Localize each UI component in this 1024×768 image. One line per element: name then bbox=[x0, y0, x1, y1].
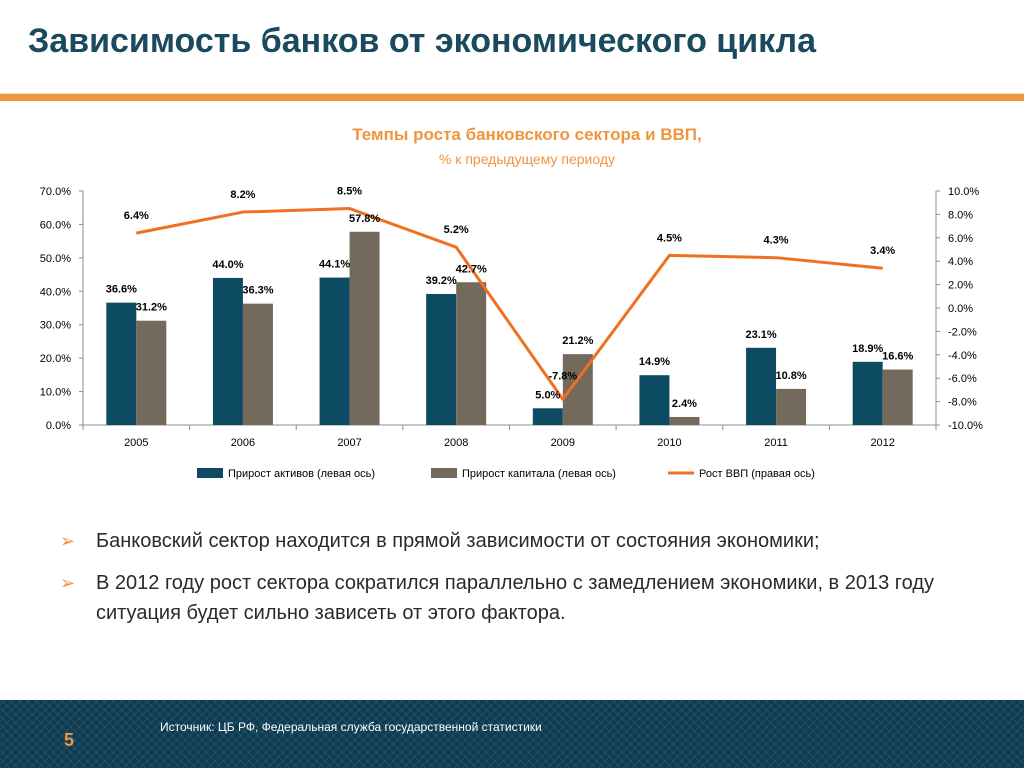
capital-data-label: 16.6% bbox=[882, 351, 913, 363]
capital-data-label: 2.4% bbox=[672, 398, 697, 410]
asset-data-label: 39.2% bbox=[426, 275, 457, 287]
right-tick-label: 0.0% bbox=[948, 303, 973, 315]
capital-data-label: 42.7% bbox=[456, 263, 487, 275]
right-tick-label: -10.0% bbox=[948, 420, 983, 432]
capital-growth-bar bbox=[456, 282, 487, 425]
legend-label: Прирост активов (левая ось) bbox=[228, 468, 375, 480]
source-note: Источник: ЦБ РФ, Федеральная служба госу… bbox=[160, 720, 542, 734]
left-tick-label: 0.0% bbox=[46, 420, 71, 432]
asset-growth-bar bbox=[532, 408, 563, 425]
bullet-list: ➢ Банковский сектор находится в прямой з… bbox=[60, 528, 990, 642]
slide-title: Зависимость банков от экономического цик… bbox=[28, 22, 817, 60]
chart-title: Темпы роста банковского сектора и ВВП, bbox=[352, 125, 702, 144]
right-tick-label: -6.0% bbox=[948, 373, 977, 385]
capital-data-label: 10.8% bbox=[775, 370, 806, 382]
x-tick-label: 2011 bbox=[764, 437, 788, 449]
asset-growth-bar bbox=[746, 347, 777, 425]
capital-growth-bar bbox=[669, 416, 700, 425]
left-tick-label: 40.0% bbox=[40, 286, 71, 298]
gdp-data-label: 6.4% bbox=[124, 210, 149, 222]
right-tick-label: -2.0% bbox=[948, 326, 977, 338]
x-tick-label: 2012 bbox=[870, 437, 894, 449]
capital-data-label: 31.2% bbox=[136, 302, 167, 314]
left-tick-label: 10.0% bbox=[40, 387, 71, 399]
left-tick-label: 30.0% bbox=[40, 320, 71, 332]
gdp-data-label: 3.4% bbox=[870, 245, 895, 257]
asset-growth-bar bbox=[212, 277, 243, 425]
right-tick-label: 2.0% bbox=[948, 280, 973, 292]
x-tick-label: 2009 bbox=[551, 437, 575, 449]
asset-growth-bar bbox=[426, 293, 457, 425]
asset-data-label: 44.0% bbox=[212, 259, 243, 271]
asset-data-label: 18.9% bbox=[852, 343, 883, 355]
asset-data-label: 14.9% bbox=[639, 356, 670, 368]
arrow-bullet-icon: ➢ bbox=[60, 531, 76, 551]
right-tick-label: 8.0% bbox=[948, 209, 973, 221]
left-tick-label: 20.0% bbox=[40, 353, 71, 365]
asset-data-label: 36.6% bbox=[106, 284, 137, 296]
legend-swatch bbox=[431, 468, 457, 478]
asset-growth-bar bbox=[319, 277, 350, 425]
gdp-data-label: -7.8% bbox=[548, 370, 577, 382]
gdp-growth-line bbox=[136, 207, 883, 401]
x-tick-label: 2007 bbox=[337, 437, 361, 449]
page-number: 5 bbox=[64, 730, 75, 750]
capital-growth-bar bbox=[136, 320, 167, 425]
capital-growth-bar bbox=[776, 388, 807, 425]
bullet-text: Банковский сектор находится в прямой зав… bbox=[96, 530, 820, 552]
title-divider bbox=[0, 94, 1024, 101]
left-tick-label: 70.0% bbox=[40, 186, 71, 198]
chart-subtitle: % к предыдущему периоду bbox=[439, 151, 615, 167]
arrow-bullet-icon: ➢ bbox=[60, 573, 76, 593]
gdp-data-label: 4.5% bbox=[657, 232, 682, 244]
x-tick-label: 2005 bbox=[124, 437, 148, 449]
capital-data-label: 21.2% bbox=[562, 335, 593, 347]
x-tick-label: 2010 bbox=[657, 437, 681, 449]
legend-label: Рост ВВП (правая ось) bbox=[699, 468, 815, 480]
plot-area: 0.0% 10.0% 20.0% 30.0% 40.0% 50.0% 60.0% 70.0% -… bbox=[40, 186, 983, 449]
legend-swatch bbox=[197, 468, 223, 478]
capital-growth-bar bbox=[882, 369, 913, 425]
x-tick-label: 2008 bbox=[444, 437, 468, 449]
right-tick-label: -8.0% bbox=[948, 397, 977, 409]
right-tick-label: -4.0% bbox=[948, 350, 977, 362]
growth-chart: Темпы роста банковского сектора и ВВП, %… bbox=[40, 125, 983, 480]
right-tick-label: 6.0% bbox=[948, 233, 973, 245]
asset-data-label: 44.1% bbox=[319, 259, 350, 271]
capital-data-label: 57.8% bbox=[349, 213, 380, 225]
legend-label: Прирост капитала (левая ось) bbox=[462, 468, 616, 480]
bullet-text: В 2012 году рост сектора сократился пара… bbox=[96, 572, 934, 624]
right-tick-label: 10.0% bbox=[948, 186, 979, 198]
gdp-data-label: 4.3% bbox=[764, 235, 789, 247]
right-tick-label: 4.0% bbox=[948, 256, 973, 268]
bullet-item: ➢ Банковский сектор находится в прямой з… bbox=[60, 528, 990, 556]
capital-growth-bar bbox=[242, 303, 273, 425]
gdp-data-label: 8.5% bbox=[337, 186, 362, 198]
capital-data-label: 36.3% bbox=[242, 285, 273, 297]
chart-legend: Прирост активов (левая ось) Прирост капит… bbox=[197, 468, 815, 480]
asset-data-label: 5.0% bbox=[535, 389, 560, 401]
asset-growth-bar bbox=[639, 375, 670, 425]
bullet-item: ➢ В 2012 году рост сектора сократился па… bbox=[60, 570, 990, 628]
gdp-data-label: 5.2% bbox=[444, 224, 469, 236]
gdp-data-label: 8.2% bbox=[230, 189, 255, 201]
footer-bar: 5 Источник: ЦБ РФ, Федеральная служба го… bbox=[0, 700, 1024, 768]
asset-growth-bar bbox=[106, 302, 137, 425]
x-tick-label: 2006 bbox=[231, 437, 255, 449]
asset-data-label: 23.1% bbox=[745, 329, 776, 341]
left-tick-label: 60.0% bbox=[40, 219, 71, 231]
capital-growth-bar bbox=[349, 231, 380, 425]
asset-growth-bar bbox=[852, 361, 883, 425]
left-tick-label: 50.0% bbox=[40, 253, 71, 265]
